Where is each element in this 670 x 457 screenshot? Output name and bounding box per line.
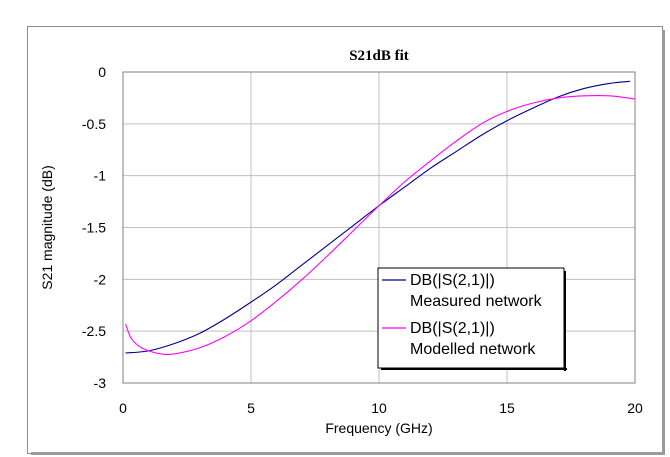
y-tick-label-0: 0	[98, 64, 106, 80]
legend-label-measured: DB(|S(2,1)|)	[410, 272, 495, 289]
legend-sublabel-modelled: Modelled network	[410, 341, 536, 358]
x-tick-label-4: 20	[627, 400, 643, 416]
legend-shadow-bottom	[381, 368, 567, 370]
legend: DB(|S(2,1)|) Measured network DB(|S(2,1)…	[377, 267, 567, 371]
x-tick-labels: 0 5 10 15 20	[119, 400, 643, 416]
legend-sublabel-measured: Measured network	[410, 293, 543, 310]
y-tick-label-3: -1.5	[82, 220, 106, 236]
y-axis-label: S21 magnitude (dB)	[39, 165, 55, 290]
y-tick-label-1: -0.5	[82, 116, 106, 132]
x-axis-label: Frequency (GHz)	[325, 420, 432, 436]
frame-shadow-right	[662, 30, 665, 454]
y-tick-label-5: -2.5	[82, 323, 106, 339]
plot-area	[122, 71, 636, 384]
y-tick-label-4: -2	[94, 271, 107, 287]
chart-title: S21dB fit	[349, 48, 409, 64]
y-tick-label-6: -3	[94, 375, 107, 391]
series-line-1	[125, 94, 636, 356]
frame-shadow-bottom	[31, 452, 665, 455]
y-tick-label-2: -1	[94, 168, 107, 184]
legend-label-modelled: DB(|S(2,1)|)	[410, 320, 495, 337]
y-tick-labels: 0 -0.5 -1 -1.5 -2 -2.5 -3	[82, 64, 106, 391]
legend-shadow	[564, 271, 566, 371]
x-tick-label-1: 5	[247, 400, 255, 416]
x-tick-label-0: 0	[119, 400, 127, 416]
x-tick-label-3: 15	[499, 400, 515, 416]
series-layer	[125, 80, 636, 356]
x-tick-label-2: 10	[371, 400, 387, 416]
